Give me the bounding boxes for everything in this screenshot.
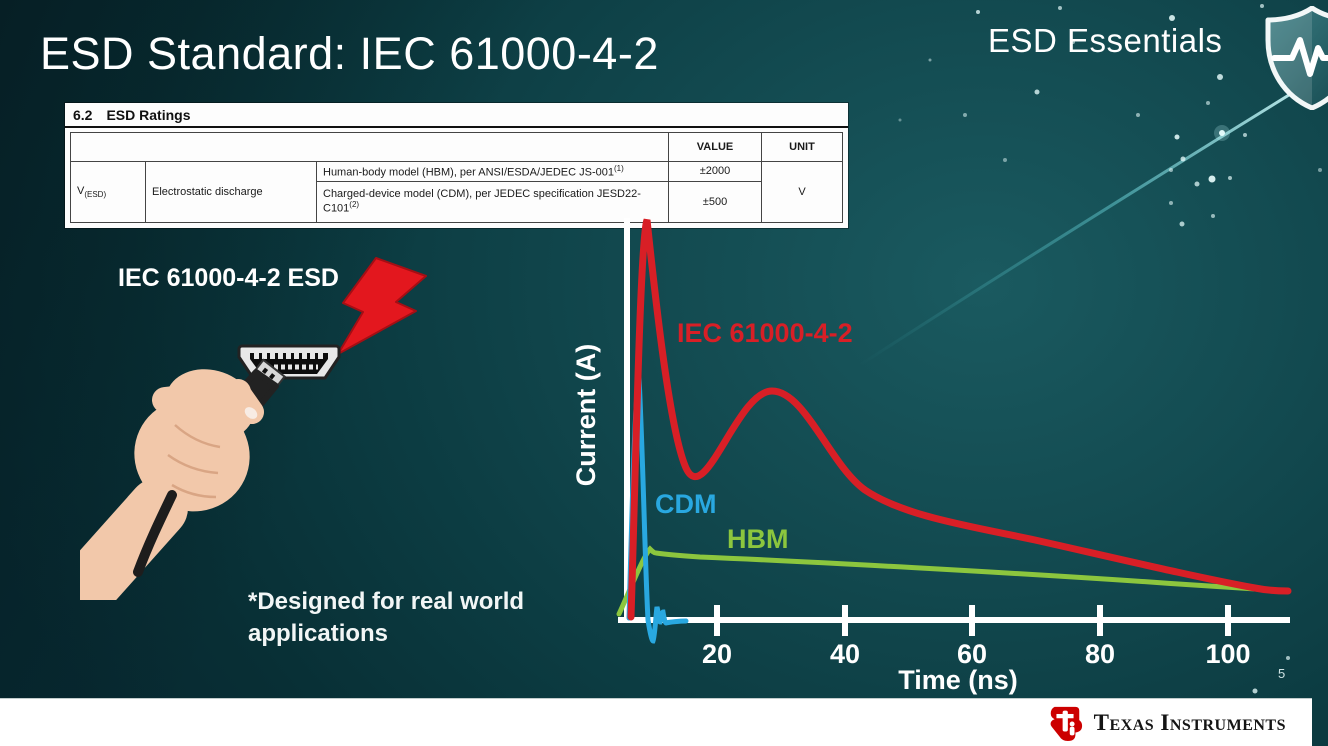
symbol-cell: V(ESD): [70, 161, 146, 223]
footnote-ref: (2): [349, 200, 360, 210]
figure-caption: IEC 61000-4-2 ESD: [118, 264, 339, 292]
cdm-curve-label: CDM: [655, 489, 717, 519]
header-value: VALUE: [668, 132, 762, 162]
slide-title: ESD Standard: IEC 61000-4-2: [40, 28, 659, 79]
description-cell: Human-body model (HBM), per ANSI/ESDA/JE…: [316, 161, 669, 182]
symbol-subscript: (ESD): [84, 189, 107, 199]
parameter-cell: Electrostatic discharge: [145, 161, 317, 223]
esd-waveform-chart: 20 40 60 80 100 Time (ns) Current (A) IE…: [571, 218, 1292, 695]
iec-curve: [627, 218, 1292, 621]
header-unit: UNIT: [761, 132, 843, 162]
x-axis-ticks: [714, 605, 1231, 636]
ti-logo-icon: [1050, 706, 1082, 741]
shield-pulse-icon: [1265, 6, 1328, 110]
table-row: V(ESD) Electrostatic discharge Human-bod…: [70, 161, 843, 223]
footer-bar: Texas Instruments: [0, 698, 1312, 746]
value-cell: ±2000: [668, 161, 762, 182]
fingernail: [244, 407, 258, 419]
iec-curve-label: IEC 61000-4-2: [677, 318, 853, 348]
figure-footnote: *Designed for real world applications: [248, 586, 524, 651]
symbol-text: V: [77, 184, 85, 197]
footnote-line: applications: [248, 620, 389, 648]
x-tick-label: 100: [1205, 639, 1250, 669]
cable: [133, 490, 177, 577]
hbm-curve: [616, 545, 1289, 617]
x-tick-label: 40: [830, 639, 860, 669]
table-section-title: 6.2 ESD Ratings: [65, 103, 848, 128]
finger-creases: [167, 424, 221, 499]
hand: [80, 369, 264, 600]
unit-cell: V: [761, 161, 843, 223]
hbm-curve-label: HBM: [727, 524, 789, 554]
x-tick-labels: 20 40 60 80 100: [702, 639, 1251, 669]
y-axis-label: Current (A): [571, 344, 601, 487]
x-tick-label: 20: [702, 639, 732, 669]
brand-title: ESD Essentials: [988, 22, 1223, 59]
page-number: 5: [1278, 666, 1286, 681]
ti-logo-text: Texas Instruments: [1093, 709, 1286, 735]
lightning-bolt-icon: [337, 257, 427, 355]
esd-ratings-table-panel: 6.2 ESD Ratings VALUE UNIT V(ESD) Electro…: [65, 103, 848, 228]
x-tick-label: 80: [1085, 639, 1115, 669]
description-text: Human-body model (HBM), per ANSI/ESDA/JE…: [323, 166, 614, 179]
hand-hdmi-esd-illustration: [80, 257, 427, 600]
description-cell: Charged-device model (CDM), per JEDEC sp…: [316, 180, 669, 223]
value-cell: ±500: [668, 180, 762, 223]
esd-ratings-table: VALUE UNIT V(ESD) Electrostatic discharg…: [70, 132, 843, 223]
footnote-line: *Designed for real world: [248, 588, 525, 615]
table-row: Charged-device model (CDM), per JEDEC sp…: [71, 180, 843, 223]
x-axis-label: Time (ns): [898, 665, 1018, 695]
table-header-row: VALUE UNIT: [70, 132, 843, 162]
description-text: Charged-device model (CDM), per JEDEC sp…: [323, 188, 641, 215]
x-tick-label: 60: [957, 639, 987, 669]
header-empty-cell: [70, 132, 669, 162]
section-name: ESD Ratings: [106, 107, 191, 123]
footnote-ref: (1): [614, 164, 624, 173]
section-number: 6.2: [73, 107, 93, 123]
